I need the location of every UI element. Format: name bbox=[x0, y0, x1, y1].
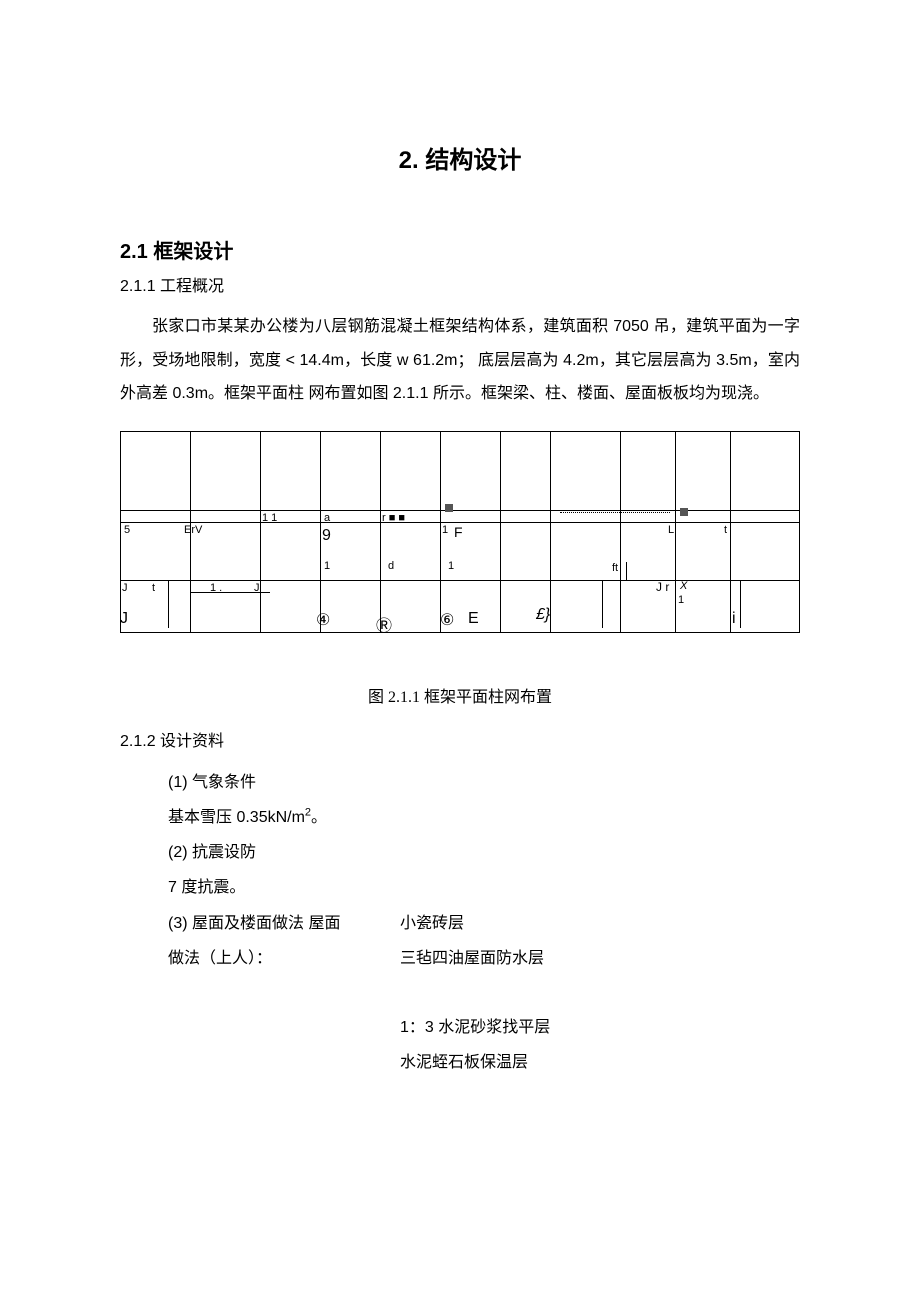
period: 。 bbox=[311, 809, 327, 826]
roof-layer-4: 水泥蛭石板保温层 bbox=[400, 1045, 800, 1080]
grid-label: J bbox=[120, 610, 128, 628]
section-2-1-title: 2.1 框架设计 bbox=[120, 235, 800, 264]
list-item-roof-sub: 做法（上人）： bbox=[120, 941, 400, 976]
figure-2-1-1: 5 ErV 1 1 a 9 r ■ ■ 1 F 1 d 1 ft L t J t… bbox=[120, 431, 800, 633]
overview-paragraph: 张家口市某某办公楼为八层钢筋混凝土框架结构体系，建筑面积 7050 吊，建筑平面… bbox=[120, 310, 800, 411]
circled-number-6-icon: ⑥ bbox=[440, 610, 454, 630]
grid-label: 1 bbox=[448, 560, 454, 572]
figure-caption: 图 2.1.1 框架平面柱网布置 bbox=[120, 683, 800, 707]
figure-grid: 5 ErV 1 1 a 9 r ■ ■ 1 F 1 d 1 ft L t J t… bbox=[120, 431, 800, 633]
grid-label: t bbox=[152, 582, 155, 594]
circled-r-icon: Ⓡ bbox=[376, 612, 392, 636]
grid-label: 9 bbox=[322, 527, 331, 545]
snow-load-text: 基本雪压 0.35kN/m bbox=[168, 809, 305, 826]
grid-label: t bbox=[724, 524, 727, 536]
list-item-weather-text: 基本雪压 0.35kN/m2。 bbox=[120, 800, 800, 835]
grid-label: ErV bbox=[184, 524, 202, 536]
list-item-weather-label: (1) 气象条件 bbox=[120, 765, 800, 800]
grid-label: X bbox=[680, 580, 687, 592]
roof-layer-3: 1：3 水泥砂浆找平层 bbox=[400, 1010, 800, 1045]
grid-label: E bbox=[468, 610, 479, 628]
grid-label: F bbox=[454, 524, 463, 540]
chapter-title: 2. 结构设计 bbox=[120, 140, 800, 175]
grid-label: J bbox=[254, 582, 260, 594]
design-data-list: (1) 气象条件 基本雪压 0.35kN/m2。 (2) 抗震设防 7 度抗震。… bbox=[120, 765, 800, 1081]
grid-label: 1 bbox=[442, 524, 448, 536]
grid-label: J r bbox=[656, 580, 669, 594]
roof-layer-1: 小瓷砖层 bbox=[400, 906, 800, 941]
grid-label: L bbox=[668, 524, 674, 536]
grid-label: 1 1 bbox=[262, 512, 277, 524]
grid-label: a bbox=[324, 512, 330, 524]
list-item-seismic-text: 7 度抗震。 bbox=[120, 870, 800, 905]
list-item-roof-label: (3) 屋面及楼面做法 屋面 bbox=[120, 906, 400, 941]
grid-label: d bbox=[388, 560, 394, 572]
grid-label: £} bbox=[536, 606, 550, 624]
subsection-2-1-1-title: 2.1.1 工程概况 bbox=[120, 272, 800, 296]
grid-label: r ■ ■ bbox=[382, 512, 405, 524]
circled-number-4-icon: ④ bbox=[316, 610, 330, 630]
grid-label: J bbox=[122, 582, 128, 594]
grid-label: ft bbox=[612, 562, 618, 574]
subsection-2-1-2-title: 2.1.2 设计资料 bbox=[120, 727, 800, 751]
grid-label: 1 bbox=[324, 560, 330, 572]
grid-label: 1 bbox=[678, 594, 684, 606]
grid-label: 5 bbox=[124, 524, 130, 536]
grid-label: 1 . bbox=[210, 582, 222, 594]
grid-label: i bbox=[732, 610, 736, 628]
list-item-seismic-label: (2) 抗震设防 bbox=[120, 835, 800, 870]
roof-layer-2: 三毡四油屋面防水层 bbox=[400, 941, 800, 976]
